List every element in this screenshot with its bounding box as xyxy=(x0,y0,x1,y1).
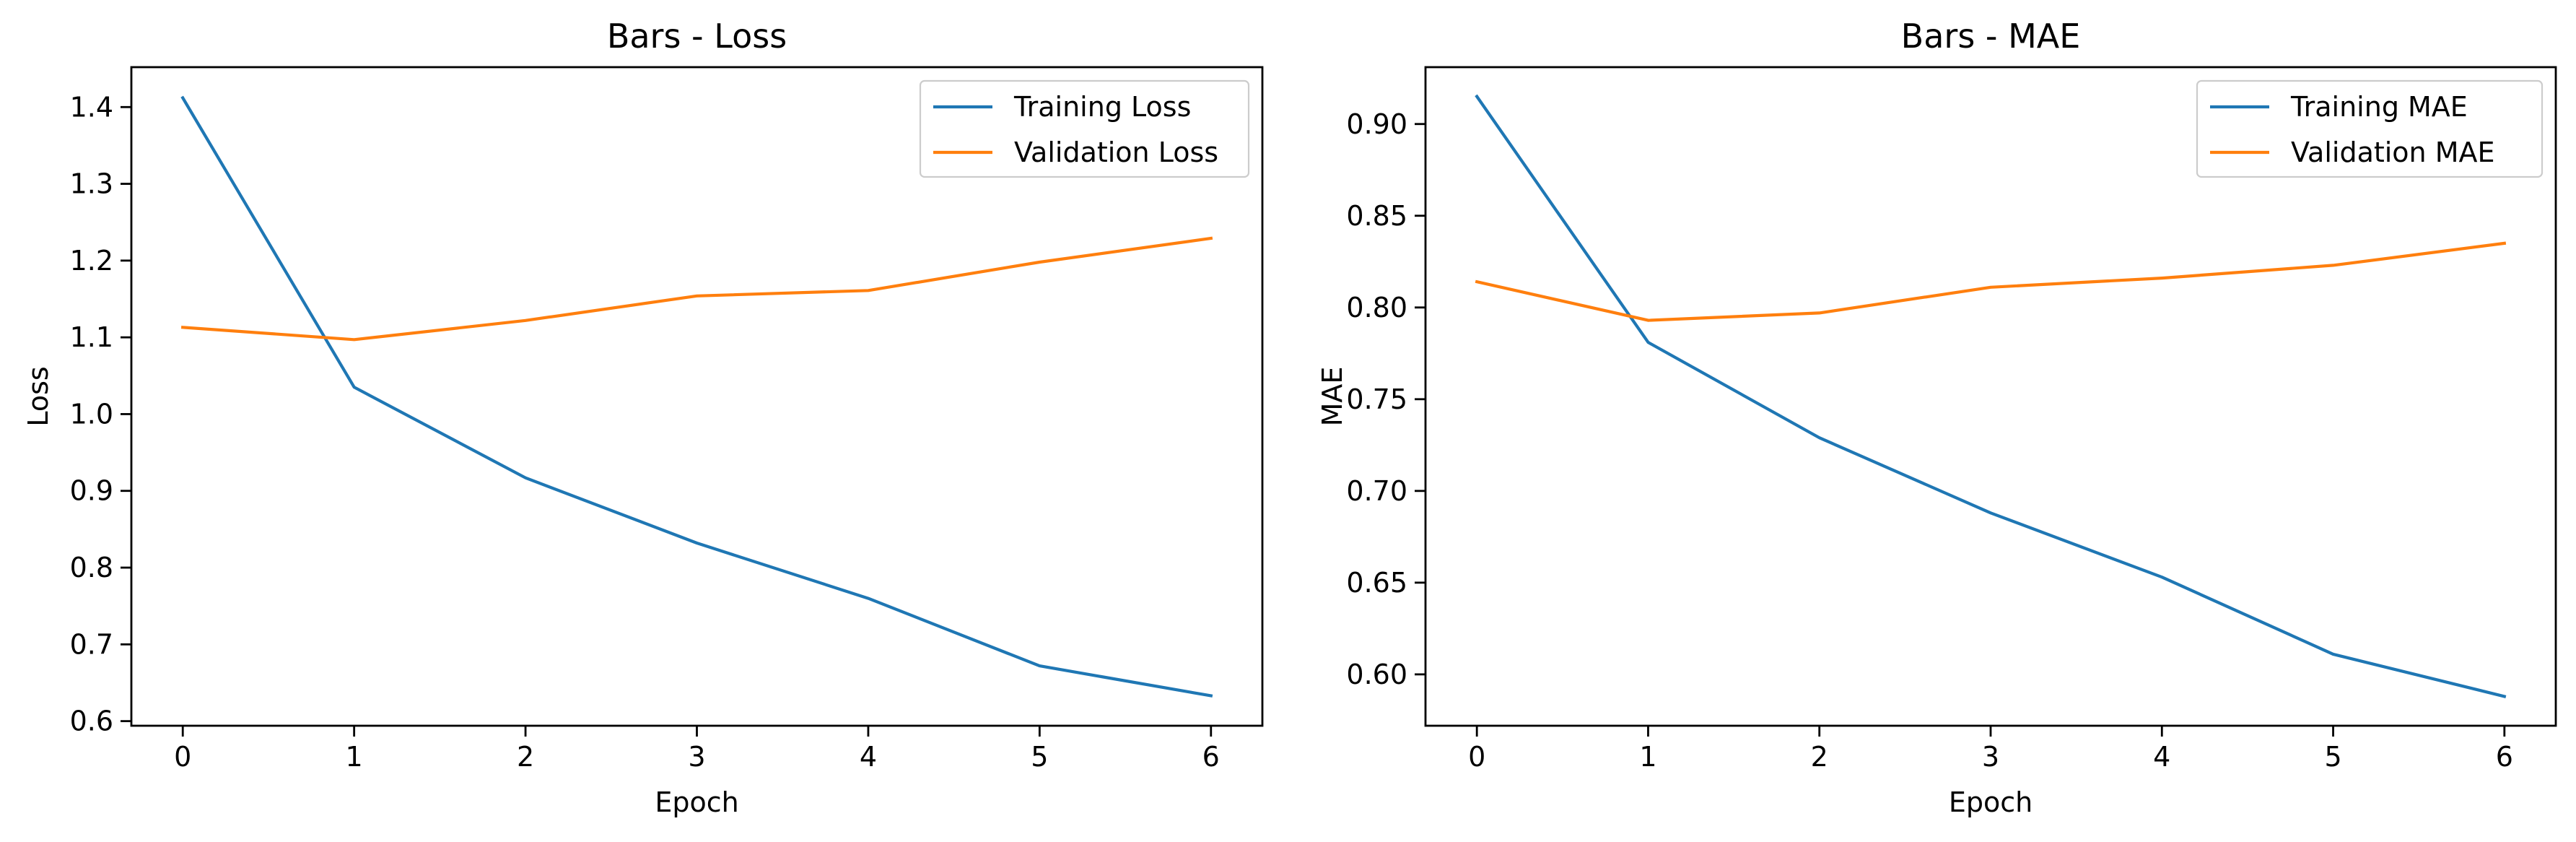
mae-chart-series-line-1 xyxy=(1475,94,2507,698)
loss-chart-legend-label: Validation Loss xyxy=(1014,136,1218,168)
mae-chart-x-tick-label: 4 xyxy=(2153,741,2170,773)
loss-chart-series-line-2 xyxy=(180,236,1213,342)
loss-chart: Bars - Loss Epoch Loss 0 1 2 3 4 5 60.60.70.80… xyxy=(22,17,1264,818)
loss-chart-legend-label: Training Loss xyxy=(1013,91,1191,123)
mae-chart-title: Bars - MAE xyxy=(1901,17,2081,56)
loss-chart-x-tick-label: 6 xyxy=(1202,741,1220,773)
mae-chart-x-axis-label: Epoch xyxy=(1949,786,2033,818)
mae-chart-legend-label: Validation MAE xyxy=(2291,136,2495,168)
mae-chart-y-tick-label: 0.75 xyxy=(1346,383,1407,415)
loss-chart-x-tick-label: 3 xyxy=(688,741,705,773)
loss-chart-y-tick-label: 0.9 xyxy=(70,475,113,507)
mae-chart-y-tick-label: 0.70 xyxy=(1346,475,1407,507)
mae-chart-y-tick-label: 0.90 xyxy=(1346,108,1407,140)
mae-chart-y-axis-label: MAE xyxy=(1317,367,1348,427)
mae-chart-legend: Training MAE Validation MAE xyxy=(2196,79,2544,178)
loss-chart-series-line-1 xyxy=(180,95,1213,698)
mae-chart-plot-frame xyxy=(1424,66,2557,727)
loss-chart-y-tick-label: 0.8 xyxy=(70,552,113,583)
loss-chart-legend: Training Loss Validation Loss xyxy=(919,79,1250,178)
mae-chart-y-tick-label: 0.80 xyxy=(1346,292,1407,324)
loss-chart-x-tick-label: 0 xyxy=(174,741,191,773)
loss-chart-x-tick-label: 2 xyxy=(517,741,534,773)
mae-chart-x-tick-label: 1 xyxy=(1639,741,1656,773)
mae-chart-y-tick-label: 0.60 xyxy=(1346,659,1407,690)
loss-chart-legend-box xyxy=(919,79,1250,178)
mae-chart-y-tick-label: 0.85 xyxy=(1346,200,1407,232)
loss-chart-x-tick-label: 1 xyxy=(346,741,363,773)
mae-chart-x-tick-label: 5 xyxy=(2324,741,2341,773)
mae-chart-legend-label: Training MAE xyxy=(2290,91,2468,123)
loss-chart-x-tick-label: 4 xyxy=(860,741,877,773)
loss-chart-y-axis-label: Loss xyxy=(22,366,54,426)
mae-chart-x-tick-label: 3 xyxy=(1982,741,1999,773)
mae-chart-x-tick-label: 6 xyxy=(2496,741,2513,773)
mae-chart-x-tick-label: 0 xyxy=(1468,741,1485,773)
mae-chart-series-line-2 xyxy=(1475,241,2507,322)
mae-chart-marks: 0 1 2 3 4 5 6 0.60 0.65 0.70 0.75 0.80 0.85 0.90 xyxy=(1346,94,2513,773)
mae-chart: Bars - MAE Epoch MAE 0 1 2 3 4 5 6 0.60 0.65 0.70… xyxy=(1317,17,2557,818)
mae-chart-y-tick-label: 0.65 xyxy=(1346,567,1407,599)
mae-chart-x-tick-label: 2 xyxy=(1811,741,1828,773)
loss-chart-title: Bars - Loss xyxy=(607,17,787,56)
loss-chart-y-tick-label: 0.7 xyxy=(70,628,113,660)
loss-chart-y-tick-label: 1.0 xyxy=(70,398,113,430)
loss-chart-x-axis-label: Epoch xyxy=(655,786,738,818)
loss-chart-y-tick-label: 0.6 xyxy=(70,706,113,737)
loss-chart-x-tick-label: 5 xyxy=(1031,741,1048,773)
loss-chart-y-tick-label: 1.3 xyxy=(70,168,113,200)
loss-chart-y-tick-label: 1.2 xyxy=(70,245,113,277)
loss-chart-marks: 0 1 2 3 4 5 6 0.6 0.7 0.8 0.9 1.0 1.1 1.2 1.3 1.4 xyxy=(70,91,1220,773)
loss-chart-plot-frame xyxy=(130,66,1264,727)
mae-chart-legend-box xyxy=(2196,79,2544,178)
loss-chart-y-tick-label: 1.4 xyxy=(70,91,113,123)
loss-chart-y-tick-label: 1.1 xyxy=(70,321,113,353)
